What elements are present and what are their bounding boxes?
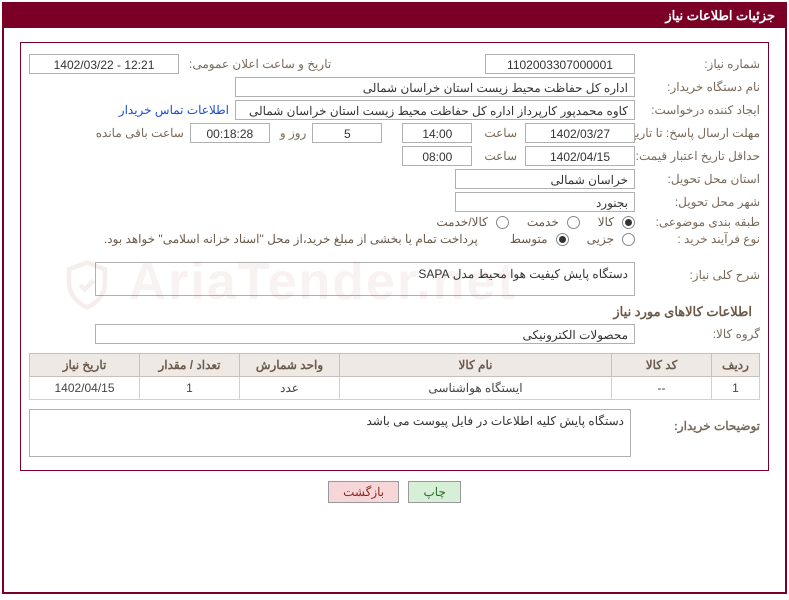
- province-label: استان محل تحویل:: [635, 172, 760, 186]
- back-button[interactable]: بازگشت: [328, 481, 399, 503]
- cell-qty: 1: [140, 377, 240, 400]
- col-name: نام کالا: [340, 354, 612, 377]
- panel-header: جزئیات اطلاعات نیاز: [4, 4, 785, 28]
- validity-date: 1402/04/15: [525, 146, 635, 166]
- announce-value: 1402/03/22 - 12:21: [29, 54, 179, 74]
- creator-value: کاوه محمدپور کارپرداز اداره کل حفاظت محی…: [235, 100, 635, 120]
- validity-label: حداقل تاریخ اعتبار قیمت: تا تاریخ:: [635, 149, 760, 163]
- city-label: شهر محل تحویل:: [635, 195, 760, 209]
- contact-buyer-link[interactable]: اطلاعات تماس خریدار: [119, 103, 229, 117]
- radio-both[interactable]: [496, 216, 509, 229]
- goods-group-value: محصولات الکترونیکی: [95, 324, 635, 344]
- radio-goods-label: کالا: [598, 215, 614, 229]
- buyer-desc-value: دستگاه پایش کلیه اطلاعات در فایل پیوست م…: [29, 409, 631, 457]
- classification-label: طبقه بندی موضوعی:: [635, 215, 760, 229]
- radio-goods[interactable]: [622, 216, 635, 229]
- province-value: خراسان شمالی: [455, 169, 635, 189]
- radio-medium-label: متوسط: [510, 232, 548, 246]
- radio-partial[interactable]: [622, 233, 635, 246]
- buyer-org-label: نام دستگاه خریدار:: [635, 80, 760, 94]
- goods-table: ردیف کد کالا نام کالا واحد شمارش تعداد /…: [29, 353, 760, 400]
- buyer-desc-label: توضیحات خریدار:: [635, 409, 760, 433]
- radio-both-label: کالا/خدمت: [436, 215, 487, 229]
- cell-row: 1: [712, 377, 760, 400]
- buyer-org-value: اداره کل حفاظت محیط زیست استان خراسان شم…: [235, 77, 635, 97]
- summary-label: شرح کلی نیاز:: [635, 262, 760, 282]
- need-number-value: 1102003307000001: [485, 54, 635, 74]
- cell-need-date: 1402/04/15: [30, 377, 140, 400]
- col-row: ردیف: [712, 354, 760, 377]
- panel-title: جزئیات اطلاعات نیاز: [665, 8, 775, 23]
- cell-unit: عدد: [240, 377, 340, 400]
- need-number-label: شماره نیاز:: [635, 57, 760, 71]
- process-note: پرداخت تمام یا بخشی از مبلغ خرید،از محل …: [104, 232, 478, 246]
- radio-partial-label: جزیی: [587, 232, 614, 246]
- validity-time: 08:00: [402, 146, 472, 166]
- details-panel: شماره نیاز: 1102003307000001 تاریخ و ساع…: [20, 42, 769, 471]
- creator-label: ایجاد کننده درخواست:: [635, 103, 760, 117]
- col-code: کد کالا: [612, 354, 712, 377]
- col-unit: واحد شمارش: [240, 354, 340, 377]
- deadline-date: 1402/03/27: [525, 123, 635, 143]
- radio-service-label: خدمت: [527, 215, 559, 229]
- deadline-days: 5: [312, 123, 382, 143]
- goods-info-title: اطلاعات کالاهای مورد نیاز: [29, 304, 752, 320]
- deadline-label: مهلت ارسال پاسخ: تا تاریخ:: [635, 126, 760, 140]
- deadline-time-label: ساعت: [480, 126, 517, 140]
- cell-code: --: [612, 377, 712, 400]
- deadline-countdown: 00:18:28: [190, 123, 270, 143]
- process-label: نوع فرآیند خرید :: [635, 232, 760, 246]
- deadline-time: 14:00: [402, 123, 472, 143]
- col-need-date: تاریخ نیاز: [30, 354, 140, 377]
- table-row: 1 -- ایستگاه هواشناسی عدد 1 1402/04/15: [30, 377, 760, 400]
- summary-value: دستگاه پایش کیفیت هوا محیط مدل SAPA: [95, 262, 635, 296]
- goods-group-label: گروه کالا:: [635, 327, 760, 341]
- print-button[interactable]: چاپ: [408, 481, 460, 503]
- radio-service[interactable]: [567, 216, 580, 229]
- radio-medium[interactable]: [556, 233, 569, 246]
- col-qty: تعداد / مقدار: [140, 354, 240, 377]
- validity-time-label: ساعت: [480, 149, 517, 163]
- deadline-days-suffix: روز و: [276, 126, 307, 140]
- button-row: چاپ بازگشت: [4, 481, 785, 503]
- cell-name: ایستگاه هواشناسی: [340, 377, 612, 400]
- deadline-countdown-suffix: ساعت باقی مانده: [92, 126, 184, 140]
- announce-label: تاریخ و ساعت اعلان عمومی:: [185, 57, 331, 71]
- city-value: بجنورد: [455, 192, 635, 212]
